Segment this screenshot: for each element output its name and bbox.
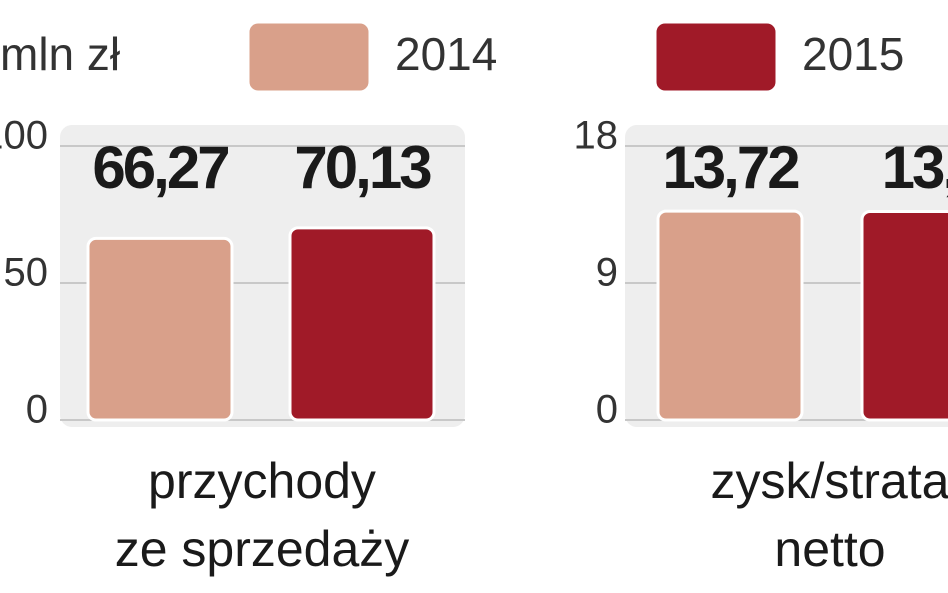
y-tick-label: 18 — [574, 114, 619, 158]
y-tick-label: 100 — [0, 114, 48, 158]
legend-swatch — [246, 20, 372, 94]
value-label: 13,7 — [882, 134, 948, 201]
category-label: netto — [774, 521, 885, 577]
y-tick-label: 0 — [26, 388, 48, 432]
category-label: ze sprzedaży — [115, 521, 410, 577]
unit-label: mln zł — [0, 28, 120, 80]
bar — [656, 209, 804, 422]
category-label: przychody — [148, 453, 376, 509]
legend-swatch — [653, 20, 779, 94]
value-label: 13,72 — [662, 134, 798, 201]
y-tick-label: 0 — [596, 388, 618, 432]
value-label: 70,13 — [294, 134, 431, 201]
y-tick-label: 9 — [596, 251, 618, 295]
bar — [288, 226, 436, 422]
bar — [86, 236, 234, 422]
y-tick-label: 50 — [4, 251, 49, 295]
bar — [860, 209, 948, 422]
category-label: zysk/strata — [711, 453, 948, 509]
legend-label: 2014 — [395, 28, 497, 80]
legend-label: 2015 — [802, 28, 904, 80]
value-label: 66,27 — [92, 134, 228, 201]
